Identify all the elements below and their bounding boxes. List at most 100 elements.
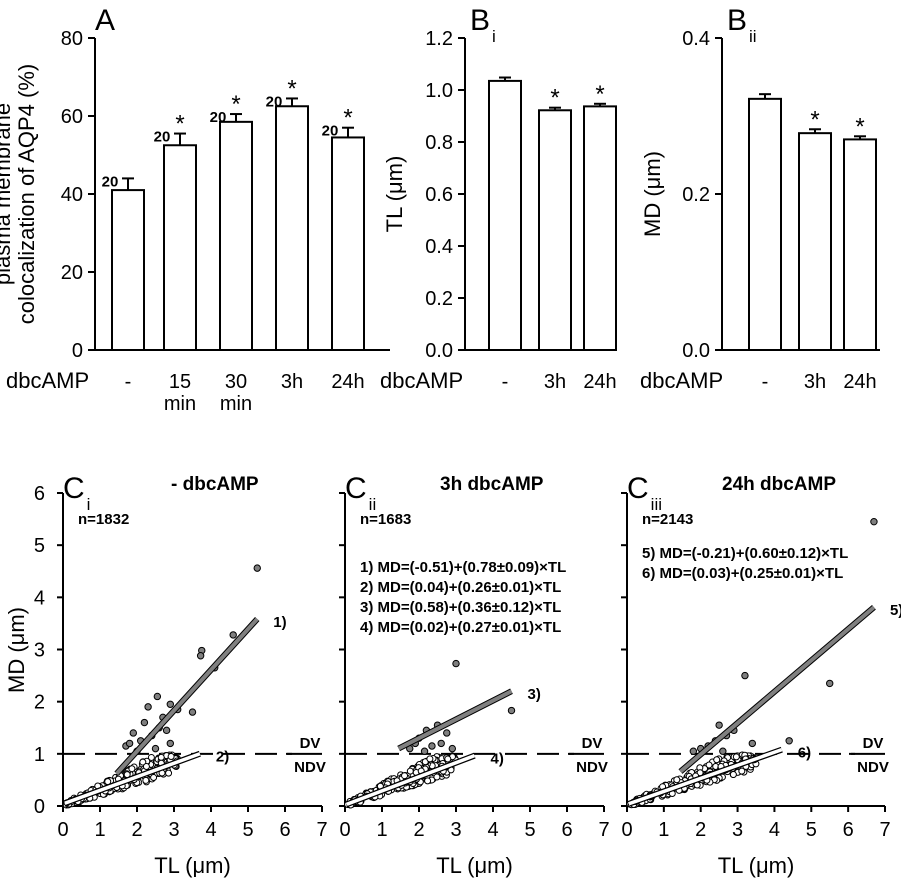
x-tick-label: 4 <box>487 819 498 841</box>
dv-point <box>125 739 134 748</box>
dv-point <box>785 737 793 745</box>
y-tick-label: 0 <box>72 340 83 362</box>
category-label: - <box>762 371 769 393</box>
fit-line-ndv <box>64 752 201 805</box>
y-tick-label: 0.4 <box>425 236 453 258</box>
dv-point <box>507 706 516 715</box>
y-tick-label: 0.2 <box>425 288 453 310</box>
n-label: 20 <box>322 123 339 140</box>
fit-label: 3) <box>528 686 541 703</box>
x-tick-label: 0 <box>57 819 68 841</box>
y-axis-label-line: plasma membrane <box>0 103 15 285</box>
panel-letter: A <box>95 4 115 37</box>
ndv-point <box>406 767 414 775</box>
bar <box>219 120 253 351</box>
dv-point <box>437 739 445 748</box>
bar <box>163 144 197 351</box>
panel-letter: B <box>470 4 490 37</box>
panel-subscript: ii <box>749 27 757 46</box>
y-tick-label: 0.0 <box>682 340 710 362</box>
bar <box>275 105 309 351</box>
panel-subscript: iii <box>651 495 662 514</box>
bar <box>748 97 782 351</box>
x-tick-label: 1 <box>94 819 105 841</box>
y-tick-label: 80 <box>61 28 83 50</box>
equation: 2) MD=(0.04)+(0.26±0.01)×TL <box>360 579 561 596</box>
ndv-point <box>444 755 452 763</box>
dv-point <box>229 631 237 639</box>
n-label: n=1683 <box>360 511 411 528</box>
x-tick-label: 5 <box>242 819 253 841</box>
x-tick-label: 3 <box>450 819 461 841</box>
ndv-point <box>673 776 681 784</box>
dv-point <box>448 744 456 753</box>
dv-point <box>443 729 451 737</box>
y-axis-label: MD (μm) <box>4 607 29 693</box>
equation: 4) MD=(0.02)+(0.27±0.01)×TL <box>360 619 561 636</box>
bar-chart-Bii: 0.0 0.2 0.4 - * 3h * 24h dbcAMP MD (μm) B ii <box>640 4 880 393</box>
ndv-point <box>150 773 158 781</box>
dv-point <box>196 652 205 660</box>
bar <box>798 132 832 351</box>
panel-letter: C <box>63 472 85 505</box>
y-tick-label: 0 <box>34 796 45 818</box>
x-tick-label: 7 <box>598 819 609 841</box>
category-label: - <box>502 371 509 393</box>
threshold-label-dv: DV <box>300 735 321 752</box>
panel-letter: C <box>627 472 649 505</box>
x-tick-label: 1 <box>376 819 387 841</box>
y-tick-label: 1.2 <box>425 28 453 50</box>
x-axis-label: TL (μm) <box>718 853 795 878</box>
x-tick-label: 6 <box>843 819 854 841</box>
y-tick-label: 1 <box>34 744 45 766</box>
significance-star: * <box>287 75 296 102</box>
panel-subscript: ii <box>369 495 377 514</box>
x-tick-label: 6 <box>561 819 572 841</box>
equation: 6) MD=(0.03)+(0.25±0.01)×TL <box>642 565 843 582</box>
dv-point <box>748 739 757 748</box>
significance-star: * <box>810 106 819 133</box>
y-tick-label: 0.2 <box>682 184 710 206</box>
ndv-point <box>142 776 150 784</box>
dv-point <box>719 747 727 755</box>
n-label: 20 <box>266 93 283 110</box>
y-tick-label: 20 <box>61 262 83 284</box>
ndv-point <box>165 769 173 777</box>
ndv-point <box>713 756 721 764</box>
y-tick-label: 40 <box>61 184 83 206</box>
category-label: 30 <box>225 371 247 393</box>
significance-star: * <box>343 105 352 132</box>
ndv-point <box>167 753 175 761</box>
category-label: min <box>220 393 252 415</box>
y-tick-label: 0.0 <box>425 340 453 362</box>
y-tick-label: 6 <box>34 483 45 505</box>
bar-chart-A: 02040608020-*2015min*2030min*203h*2024hd… <box>0 4 390 415</box>
category-label: 24h <box>331 371 364 393</box>
fit-label: 2) <box>216 749 229 766</box>
dv-point <box>144 703 152 711</box>
dv-point <box>140 718 149 727</box>
x-tick-label: 4 <box>205 819 216 841</box>
bar <box>843 138 877 351</box>
bar <box>488 79 522 352</box>
equation: 5) MD=(-0.21)+(0.60±0.12)×TL <box>642 545 848 562</box>
x-tick-label: 7 <box>316 819 327 841</box>
x-tick-label: 6 <box>279 819 290 841</box>
dv-point <box>151 744 160 753</box>
category-label: 24h <box>843 371 876 393</box>
fit-line-ndv <box>346 754 476 806</box>
bar <box>583 105 617 351</box>
ndv-point <box>401 772 409 780</box>
ndv-point <box>729 771 737 779</box>
fit-line-dv <box>397 689 513 751</box>
y-tick-label: 0.8 <box>425 132 453 154</box>
significance-star: * <box>855 113 864 140</box>
x-tick-label: 3 <box>168 819 179 841</box>
bar <box>538 109 572 351</box>
category-label: 3h <box>544 371 566 393</box>
y-tick-label: 2 <box>34 692 45 714</box>
dv-point <box>188 708 197 716</box>
x-tick-label: 7 <box>879 819 890 841</box>
bar <box>111 189 145 351</box>
